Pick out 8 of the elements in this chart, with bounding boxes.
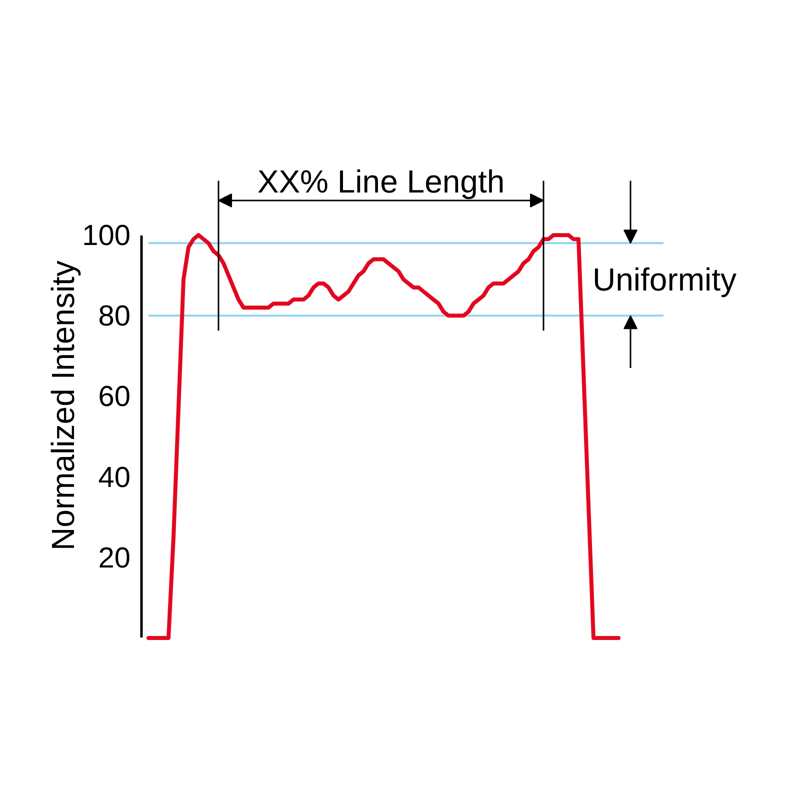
y-tick-label: 40 <box>98 462 131 494</box>
annotation: Uniformity <box>592 261 737 298</box>
text: XX% Line Length <box>257 164 505 200</box>
y-tick-label: 60 <box>98 381 131 414</box>
y-tick-label: 80 <box>98 300 131 333</box>
y-axis-title: Normalized Intensity <box>45 260 82 550</box>
y-tick-label: 100 <box>82 220 131 252</box>
y-tick-label: 20 <box>98 542 131 574</box>
